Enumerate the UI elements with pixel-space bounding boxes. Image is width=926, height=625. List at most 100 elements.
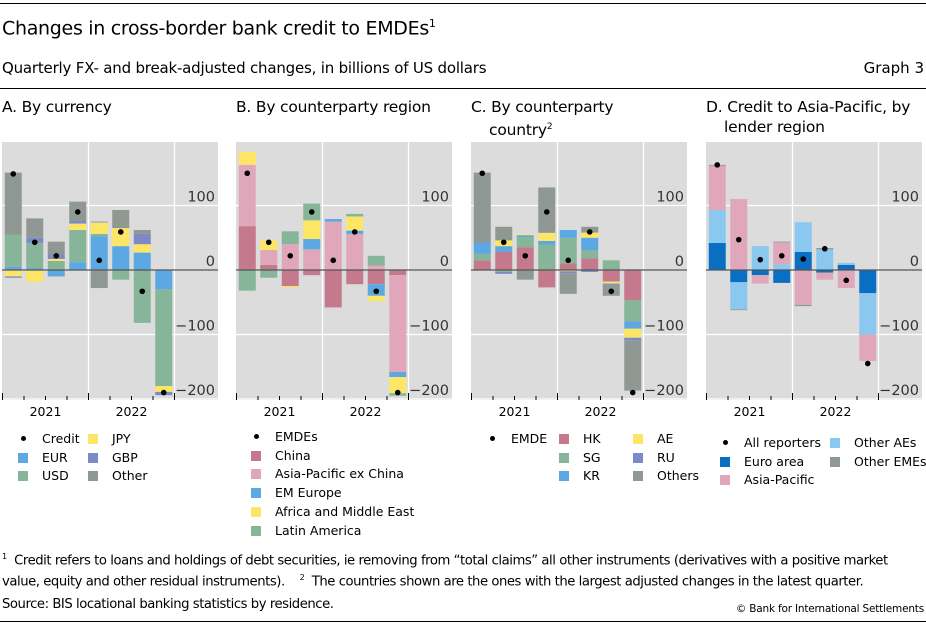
y-tick-label: 100	[187, 190, 215, 206]
bar-segment-africa-and-middle-east	[346, 216, 364, 231]
legend-item: Other AEs	[830, 434, 916, 453]
legend-label: EUR	[42, 449, 68, 465]
bar-segment-asia-pacific-ex-china	[238, 164, 256, 227]
legend-label: SG	[583, 449, 601, 465]
bar-segment-other-aes	[773, 264, 791, 270]
bar-segment-jpy	[26, 270, 44, 282]
bar-segment-other-aes	[708, 210, 726, 243]
legend-item: EMDEs	[251, 428, 318, 447]
bar-segment-ru	[581, 270, 599, 272]
bar-segment-sg	[495, 270, 513, 272]
bar-segment-hk	[624, 270, 642, 301]
legend-label: Other AEs	[854, 435, 917, 450]
legend-item: China	[251, 447, 311, 466]
legend-swatch	[88, 434, 98, 444]
panel-b-title-text: B. By counterparty region	[236, 98, 431, 116]
bar-segment-ru	[495, 271, 513, 274]
bar-segment-jpy	[112, 228, 130, 247]
legend-swatch	[633, 471, 643, 482]
legend-swatch	[18, 471, 28, 482]
bar-segment-kr	[473, 242, 491, 254]
legend-item: Others	[633, 467, 699, 486]
bar-segment-asia-pacific	[751, 275, 769, 284]
credit-dot	[117, 229, 124, 235]
bar-segment-africa-and-middle-east	[389, 377, 407, 394]
legend-item: Asia-Pacific	[720, 471, 814, 490]
bar-segment-euro-area	[773, 270, 791, 283]
legend-item: EMDE	[487, 430, 547, 449]
credit-dot	[757, 256, 764, 263]
bar-segment-eur	[155, 270, 173, 290]
footnote-2-marker: 2	[299, 573, 305, 582]
credit-dot	[244, 170, 251, 177]
credit-dot	[330, 257, 337, 264]
bar-segment-other-aes	[859, 293, 877, 335]
bar-segment-africa-and-middle-east	[281, 286, 299, 288]
legend-item: Credit	[18, 430, 80, 449]
bar-segment-other-emes	[773, 241, 791, 243]
bar-segment-jpy	[133, 244, 151, 253]
credit-dot	[351, 229, 358, 235]
bar-segment-jpy	[90, 222, 108, 234]
legend-label: Euro area	[744, 453, 805, 469]
credit-dot	[373, 288, 380, 295]
bar-segment-usd	[26, 242, 44, 269]
panel-d-chart: 2021 2022 100 0 −100 −200	[706, 142, 922, 419]
y-tick-label: −200	[879, 383, 919, 399]
credit-dot	[308, 209, 315, 215]
bar-segment-other	[47, 241, 65, 255]
legend-item: EUR	[18, 449, 68, 468]
legend-swatch	[720, 475, 730, 486]
bar-segment-kr	[495, 246, 513, 252]
legend-item: Asia-Pacific ex China	[251, 465, 404, 484]
y-tick-label: −200	[409, 383, 449, 399]
bar-segment-usd	[69, 230, 87, 263]
credit-dot	[800, 256, 807, 262]
bar-segment-euro-area	[708, 242, 726, 270]
credit-dot	[394, 389, 401, 396]
y-tick-label: −200	[175, 383, 215, 399]
credit-dot	[265, 239, 272, 246]
bottom-rule	[0, 621, 926, 622]
legend-swatch	[251, 450, 261, 461]
bar-segment-usd	[112, 270, 130, 280]
legend-swatch	[720, 456, 730, 467]
legend-item: JPY	[88, 430, 131, 449]
bar-segment-asia-pacific-ex-china	[389, 275, 407, 372]
header-rule	[0, 88, 926, 89]
y-tick-label: 0	[440, 254, 449, 270]
bar-segment-eur	[69, 262, 87, 270]
bar-segment-eur	[26, 268, 44, 270]
legend-label: AE	[657, 431, 674, 446]
bar-segment-china	[367, 270, 385, 285]
bar-segment-china	[324, 270, 342, 308]
bar-segment-eur	[4, 266, 22, 270]
legend-swatch	[88, 452, 98, 463]
bar-segment-hk	[516, 247, 534, 270]
bar-segment-other	[112, 210, 130, 229]
credit-dot	[31, 239, 38, 246]
bar-segment-usd	[133, 270, 151, 323]
bar-segment-other	[4, 172, 22, 235]
bar-segment-gbp	[133, 233, 151, 245]
panel-c-chart: 2021 2022 100 0 −100 −200	[471, 142, 687, 419]
legend-label: EMDE	[511, 431, 548, 446]
source-note: Source: BIS locational banking statistic…	[2, 597, 334, 612]
credit-dot	[864, 360, 871, 367]
credit-dot	[735, 236, 742, 243]
top-rule	[0, 3, 926, 4]
legend-label: KR	[583, 468, 600, 484]
bar-segment-others	[495, 226, 513, 241]
bar-segment-sg	[473, 253, 491, 261]
bar-segment-euro-area	[730, 270, 748, 283]
legend-dot-marker	[720, 434, 730, 453]
credit-dot	[543, 209, 550, 215]
bar-segment-asia-pacific	[730, 199, 748, 270]
legend-label: Africa and Middle East	[275, 503, 415, 519]
graph-number: Graph 3	[863, 59, 924, 77]
credit-dot	[778, 253, 785, 259]
footnote-1: 1 Credit refers to loans and holdings of…	[2, 552, 888, 568]
bar-segment-hk	[538, 270, 556, 288]
bar-segment-ae	[602, 281, 620, 284]
footnote-1-2-line: value, equity and other residual instrum…	[2, 573, 864, 589]
